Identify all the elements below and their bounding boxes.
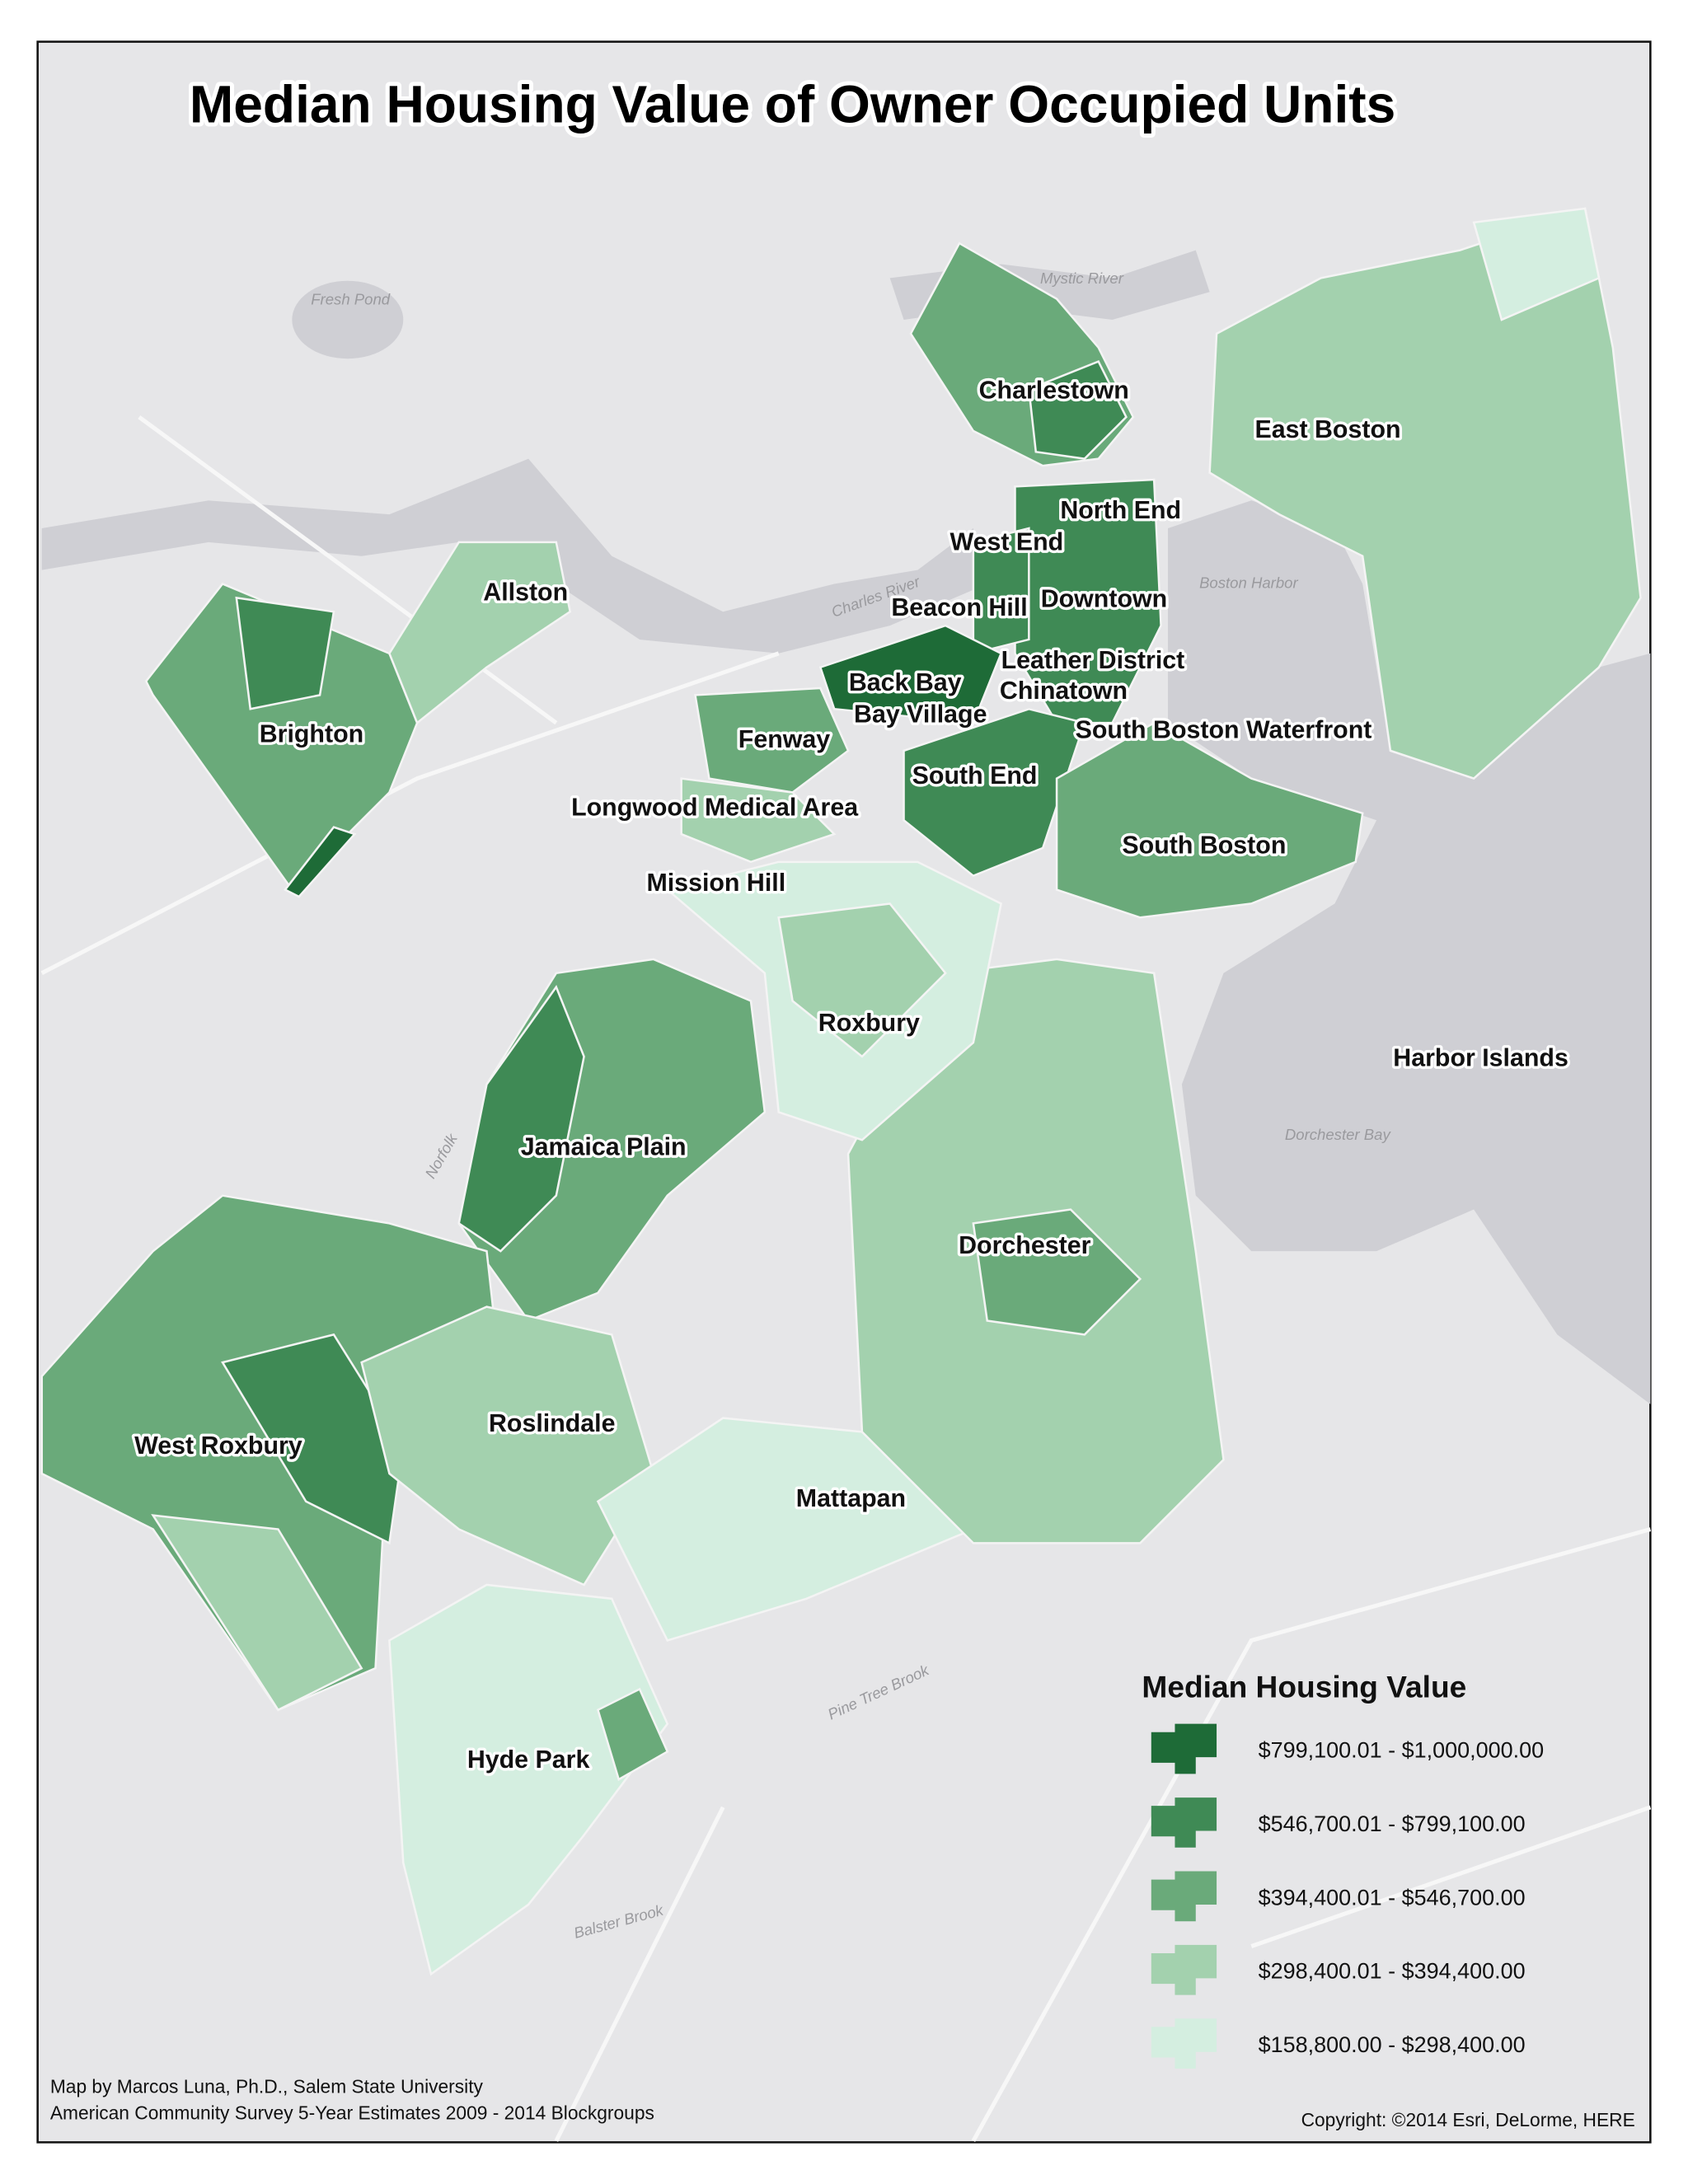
legend-swatch [1151, 1723, 1217, 1774]
harbor-water [1168, 500, 1651, 1404]
region [972, 1208, 1142, 1336]
region [151, 1514, 363, 1712]
region [972, 527, 1030, 655]
neighborhood-label: Dorchester [959, 1232, 1090, 1259]
neighborhood-label: South Boston [1122, 832, 1286, 859]
region [1472, 207, 1601, 321]
region [1014, 478, 1162, 724]
legend-swatch [1151, 1871, 1217, 1922]
legend-label: $394,400.01 - $546,700.00 [1259, 1885, 1526, 1910]
neighborhood-label: Brighton [260, 720, 363, 748]
neighborhood-label: Fenway [738, 726, 830, 753]
legend-title: Median Housing Value [1142, 1669, 1466, 1704]
map-title: Median Housing Value of Owner Occupied U… [190, 75, 1395, 134]
neighborhood-label: South Boston Waterfront [1076, 716, 1372, 743]
neighborhood-labels: Charlestown East Boston North End West E… [132, 374, 1571, 1776]
neighborhood-label: Mission Hill [646, 869, 785, 897]
legend-items: $799,100.01 - $1,000,000.00 $546,700.01 -… [1151, 1723, 1544, 2069]
neighborhood-label: Allston [483, 579, 568, 606]
legend-swatch [1151, 1797, 1217, 1848]
legend-label: $158,800.00 - $298,400.00 [1259, 2032, 1526, 2057]
region [680, 777, 837, 864]
fresh-pond [292, 280, 404, 359]
region [235, 596, 335, 710]
neighborhood-label: Mattapan [796, 1485, 906, 1512]
neighborhood-label: Charlestown [979, 377, 1129, 405]
water-label: Boston Harbor [1199, 574, 1298, 591]
region [1055, 721, 1364, 919]
road [40, 415, 1652, 2142]
region [1208, 207, 1642, 780]
legend-label: $298,400.01 - $394,400.00 [1259, 1959, 1526, 1984]
credit-author: Map by Marcos Luna, Ph.D., Salem State U… [50, 2076, 484, 2097]
credit-source: American Community Survey 5-Year Estimat… [50, 2102, 654, 2124]
neighborhood-label: Beacon Hill [891, 594, 1027, 621]
neighborhood-label: South End [912, 762, 1038, 790]
neighborhood-label: Bay Village [854, 701, 987, 729]
legend-label: $546,700.01 - $799,100.00 [1259, 1811, 1526, 1836]
region [818, 624, 1003, 724]
blockgroups [40, 207, 1642, 1976]
neighborhood-label: West Roxbury [134, 1432, 302, 1460]
neighborhood-label: Jamaica Plain [521, 1133, 687, 1160]
neighborhood-label: Harbor Islands [1393, 1044, 1568, 1071]
neighborhood-label: Hyde Park [467, 1746, 590, 1774]
region [387, 541, 572, 725]
region [903, 707, 1086, 878]
legend-label: $799,100.01 - $1,000,000.00 [1259, 1738, 1544, 1763]
neighborhood-label: Leather District [1001, 647, 1185, 674]
region [221, 1333, 405, 1545]
water-label: Dorchester Bay [1285, 1126, 1392, 1143]
legend-swatch [1151, 1944, 1217, 1995]
neighborhood-label: East Boston [1254, 416, 1400, 443]
region [694, 687, 850, 794]
neighborhood-label: Chinatown [1000, 677, 1128, 705]
legend: Median Housing Value $799,100.01 - $1,00… [1142, 1669, 1544, 2069]
region [1027, 359, 1128, 460]
region [283, 826, 357, 898]
legend-swatch [1151, 2018, 1217, 2069]
credit-copyright: Copyright: ©2014 Esri, DeLorme, HERE [1301, 2109, 1635, 2130]
water-label: Fresh Pond [311, 290, 391, 307]
neighborhood-label: North End [1060, 497, 1181, 524]
neighborhood-label: West End [950, 529, 1063, 556]
region [388, 1583, 669, 1976]
water-label: Mystic River [1040, 269, 1124, 287]
neighborhood-label: Back Bay [849, 669, 962, 696]
region [777, 902, 947, 1058]
region [457, 985, 585, 1253]
region [596, 1687, 669, 1782]
neighborhood-label: Downtown [1041, 586, 1167, 613]
neighborhood-label: Roxbury [818, 1010, 920, 1037]
neighborhood-label: Longwood Medical Area [571, 794, 859, 822]
neighborhood-label: Roslindale [489, 1410, 616, 1437]
